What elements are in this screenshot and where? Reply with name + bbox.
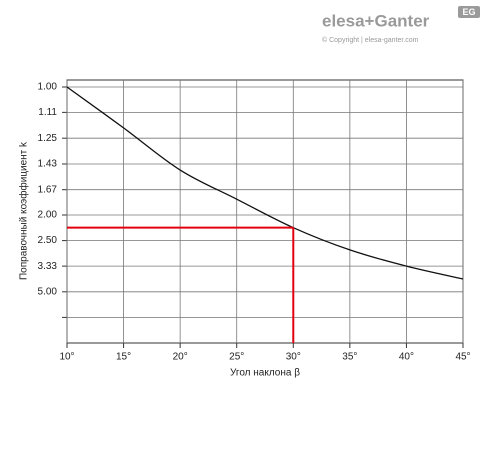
y-tick-label: 2.50 [38,235,58,246]
y-tick-label: 5.00 [38,286,58,297]
y-axis-label: Поправочный коэффициент k [18,141,30,280]
x-tick-label: 10° [59,352,74,363]
curve [66,86,464,280]
y-tick-label: 1.00 [38,82,58,93]
x-axis-label: Угол наклона β [230,368,300,379]
y-tick-label: 1.67 [38,184,58,195]
y-tick-label: 2.00 [38,210,58,221]
x-tick-label: 25° [229,352,244,363]
brand-badge: EG [462,7,475,17]
y-tick-label: 1.43 [38,159,58,170]
brand-name: elesa+Ganter [322,11,430,30]
brand-copyright: © Copyright | elesa-ganter.com [322,36,419,44]
x-tick-label: 35° [342,352,357,363]
x-tick-label: 40° [399,352,414,363]
plot-frame [66,79,464,344]
x-tick-label: 15° [116,352,131,363]
y-tick-label: 1.11 [38,107,57,118]
x-tick-label: 20° [173,352,188,363]
y-tick-label: 1.25 [38,133,58,144]
y-tick-label: 3.33 [38,261,58,272]
badge-box [458,6,480,18]
x-tick-label: 30° [286,352,301,363]
x-tick-label: 45° [455,352,470,363]
